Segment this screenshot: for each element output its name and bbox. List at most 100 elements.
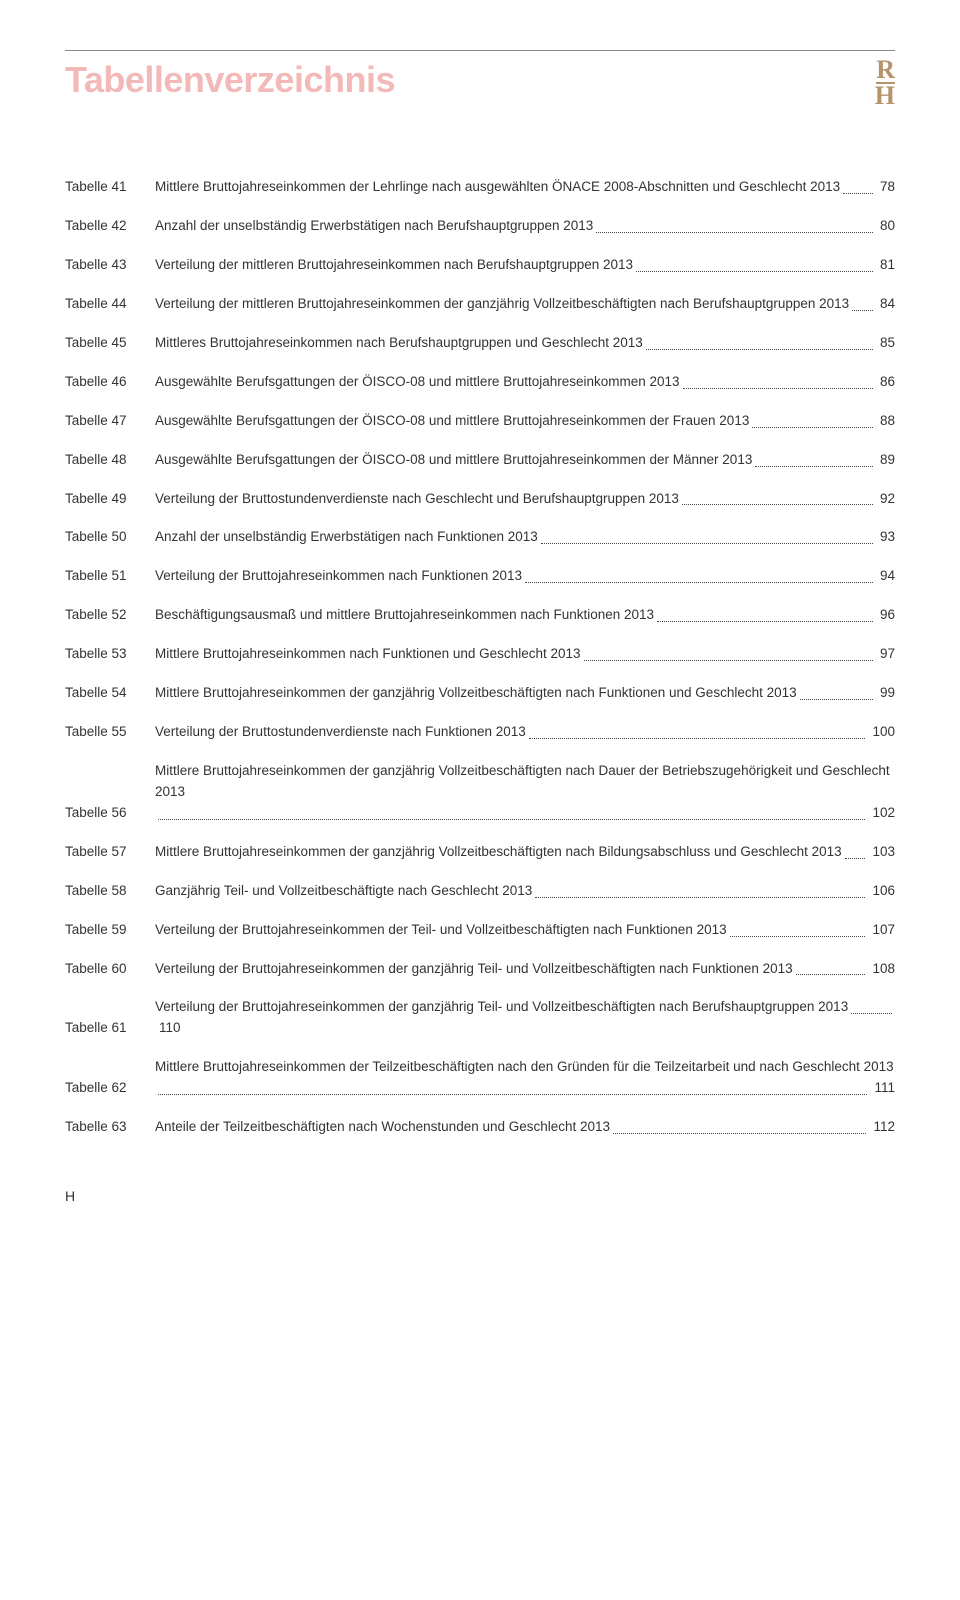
leader-dots <box>657 621 873 622</box>
leader-dots <box>683 388 873 389</box>
toc-page: 81 <box>880 255 895 276</box>
toc-page: 88 <box>880 411 895 432</box>
toc-label: Tabelle 46 <box>65 372 155 393</box>
toc-desc: Verteilung der Bruttojahreseinkommen der… <box>155 920 895 941</box>
toc-label: Tabelle 48 <box>65 450 155 471</box>
toc-page: 107 <box>872 920 895 941</box>
toc-desc-text: Verteilung der Bruttostundenverdienste n… <box>155 722 526 743</box>
toc-desc-text: Anzahl der unselbständig Erwerbstätigen … <box>155 216 593 237</box>
leader-dots <box>158 1094 867 1095</box>
toc-desc-text: Verteilung der mittleren Bruttojahresein… <box>155 294 849 315</box>
leader-dots <box>843 193 873 194</box>
toc-label: Tabelle 49 <box>65 489 155 510</box>
toc-desc: Verteilung der Bruttostundenverdienste n… <box>155 489 895 510</box>
toc-desc: Verteilung der Bruttostundenverdienste n… <box>155 722 895 743</box>
toc-page: 103 <box>872 842 895 863</box>
toc-label: Tabelle 44 <box>65 294 155 315</box>
logo-bottom: H <box>875 85 895 107</box>
toc-page: 93 <box>880 527 895 548</box>
toc-desc-text: Mittlere Bruttojahreseinkommen der Lehrl… <box>155 177 840 198</box>
toc-entry: Tabelle 63Anteile der Teilzeitbeschäftig… <box>65 1117 895 1138</box>
toc-page: 97 <box>880 644 895 665</box>
toc-label: Tabelle 45 <box>65 333 155 354</box>
toc-entry: Tabelle 42Anzahl der unselbständig Erwer… <box>65 216 895 237</box>
toc-desc-text: Ausgewählte Berufsgattungen der ÖISCO-08… <box>155 411 749 432</box>
toc-desc: Mittlere Bruttojahreseinkommen der ganzj… <box>155 761 895 824</box>
leader-dots <box>852 310 873 311</box>
toc-page: 110 <box>159 1018 181 1039</box>
leader-dots <box>755 466 873 467</box>
toc-entry: Tabelle 56Mittlere Bruttojahreseinkommen… <box>65 761 895 824</box>
toc-desc-text: Verteilung der Bruttojahreseinkommen der… <box>155 959 793 980</box>
toc-label: Tabelle 62 <box>65 1078 155 1099</box>
toc-page: 85 <box>880 333 895 354</box>
toc-entry: Tabelle 51Verteilung der Bruttojahresein… <box>65 566 895 587</box>
toc-desc-text: Beschäftigungsausmaß und mittlere Brutto… <box>155 605 654 626</box>
toc-label: Tabelle 50 <box>65 527 155 548</box>
toc-label: Tabelle 47 <box>65 411 155 432</box>
leader-dots <box>535 897 865 898</box>
toc-label: Tabelle 59 <box>65 920 155 941</box>
leader-dots <box>730 936 866 937</box>
toc-label: Tabelle 63 <box>65 1117 155 1138</box>
toc-desc-text: Verteilung der Bruttojahreseinkommen der… <box>155 920 727 941</box>
toc-desc: Verteilung der Bruttojahreseinkommen der… <box>155 959 895 980</box>
toc-label: Tabelle 60 <box>65 959 155 980</box>
toc-page: 96 <box>880 605 895 626</box>
toc-entry: Tabelle 47Ausgewählte Berufsgattungen de… <box>65 411 895 432</box>
leader-dots <box>646 349 873 350</box>
toc-page: 84 <box>880 294 895 315</box>
toc-label: Tabelle 43 <box>65 255 155 276</box>
leader-dots <box>529 738 866 739</box>
page-title: Tabellenverzeichnis <box>65 59 395 101</box>
leader-dots <box>636 271 873 272</box>
toc-label: Tabelle 58 <box>65 881 155 902</box>
toc-page: 106 <box>872 881 895 902</box>
leader-dots <box>752 427 873 428</box>
toc-label: Tabelle 56 <box>65 803 155 824</box>
toc-page: 111 <box>874 1078 895 1099</box>
toc-label: Tabelle 57 <box>65 842 155 863</box>
leader-dots <box>596 232 873 233</box>
toc-entry: Tabelle 54Mittlere Bruttojahreseinkommen… <box>65 683 895 704</box>
toc-desc: Verteilung der mittleren Bruttojahresein… <box>155 255 895 276</box>
toc-entry: Tabelle 62Mittlere Bruttojahreseinkommen… <box>65 1057 895 1099</box>
toc-desc-text: Mittlere Bruttojahreseinkommen der ganzj… <box>155 761 895 803</box>
toc-desc-text: Verteilung der Bruttojahreseinkommen der… <box>155 997 848 1018</box>
toc-page: 78 <box>880 177 895 198</box>
toc-label: Tabelle 42 <box>65 216 155 237</box>
toc-desc-text: Ganzjährig Teil- und Vollzeitbeschäftigt… <box>155 881 532 902</box>
toc-label: Tabelle 51 <box>65 566 155 587</box>
toc-desc: Ausgewählte Berufsgattungen der ÖISCO-08… <box>155 372 895 393</box>
toc-entry: Tabelle 59Verteilung der Bruttojahresein… <box>65 920 895 941</box>
toc-entry: Tabelle 57Mittlere Bruttojahreseinkommen… <box>65 842 895 863</box>
toc-entry: Tabelle 55Verteilung der Bruttostundenve… <box>65 722 895 743</box>
toc-desc: Mittlere Bruttojahreseinkommen nach Funk… <box>155 644 895 665</box>
toc-desc: Mittlere Bruttojahreseinkommen der ganzj… <box>155 683 895 704</box>
toc-desc-text: Verteilung der Bruttostundenverdienste n… <box>155 489 679 510</box>
toc-desc: Mittlere Bruttojahreseinkommen der Lehrl… <box>155 177 895 198</box>
toc-desc: Verteilung der Bruttojahreseinkommen der… <box>155 997 895 1039</box>
toc-entry: Tabelle 58Ganzjährig Teil- und Vollzeitb… <box>65 881 895 902</box>
toc-label: Tabelle 53 <box>65 644 155 665</box>
toc-entry: Tabelle 43Verteilung der mittleren Brutt… <box>65 255 895 276</box>
toc-label: Tabelle 41 <box>65 177 155 198</box>
toc-desc-text: Ausgewählte Berufsgattungen der ÖISCO-08… <box>155 450 752 471</box>
toc-desc-text: Mittlere Bruttojahreseinkommen der ganzj… <box>155 683 797 704</box>
toc-desc-text: Anteile der Teilzeitbeschäftigten nach W… <box>155 1117 610 1138</box>
toc-desc: Mittleres Bruttojahreseinkommen nach Ber… <box>155 333 895 354</box>
header: Tabellenverzeichnis R H <box>65 50 895 107</box>
footer-mark: H <box>65 1188 895 1204</box>
toc-label: Tabelle 54 <box>65 683 155 704</box>
leader-dots <box>525 582 873 583</box>
toc-page: 94 <box>880 566 895 587</box>
toc-page: 80 <box>880 216 895 237</box>
toc-entry: Tabelle 44Verteilung der mittleren Brutt… <box>65 294 895 315</box>
toc-entry: Tabelle 41Mittlere Bruttojahreseinkommen… <box>65 177 895 198</box>
toc-entry: Tabelle 48Ausgewählte Berufsgattungen de… <box>65 450 895 471</box>
toc-desc: Ausgewählte Berufsgattungen der ÖISCO-08… <box>155 450 895 471</box>
toc-page: 89 <box>880 450 895 471</box>
leader-dots <box>682 504 873 505</box>
leader-dots <box>613 1133 866 1134</box>
toc-page: 92 <box>880 489 895 510</box>
